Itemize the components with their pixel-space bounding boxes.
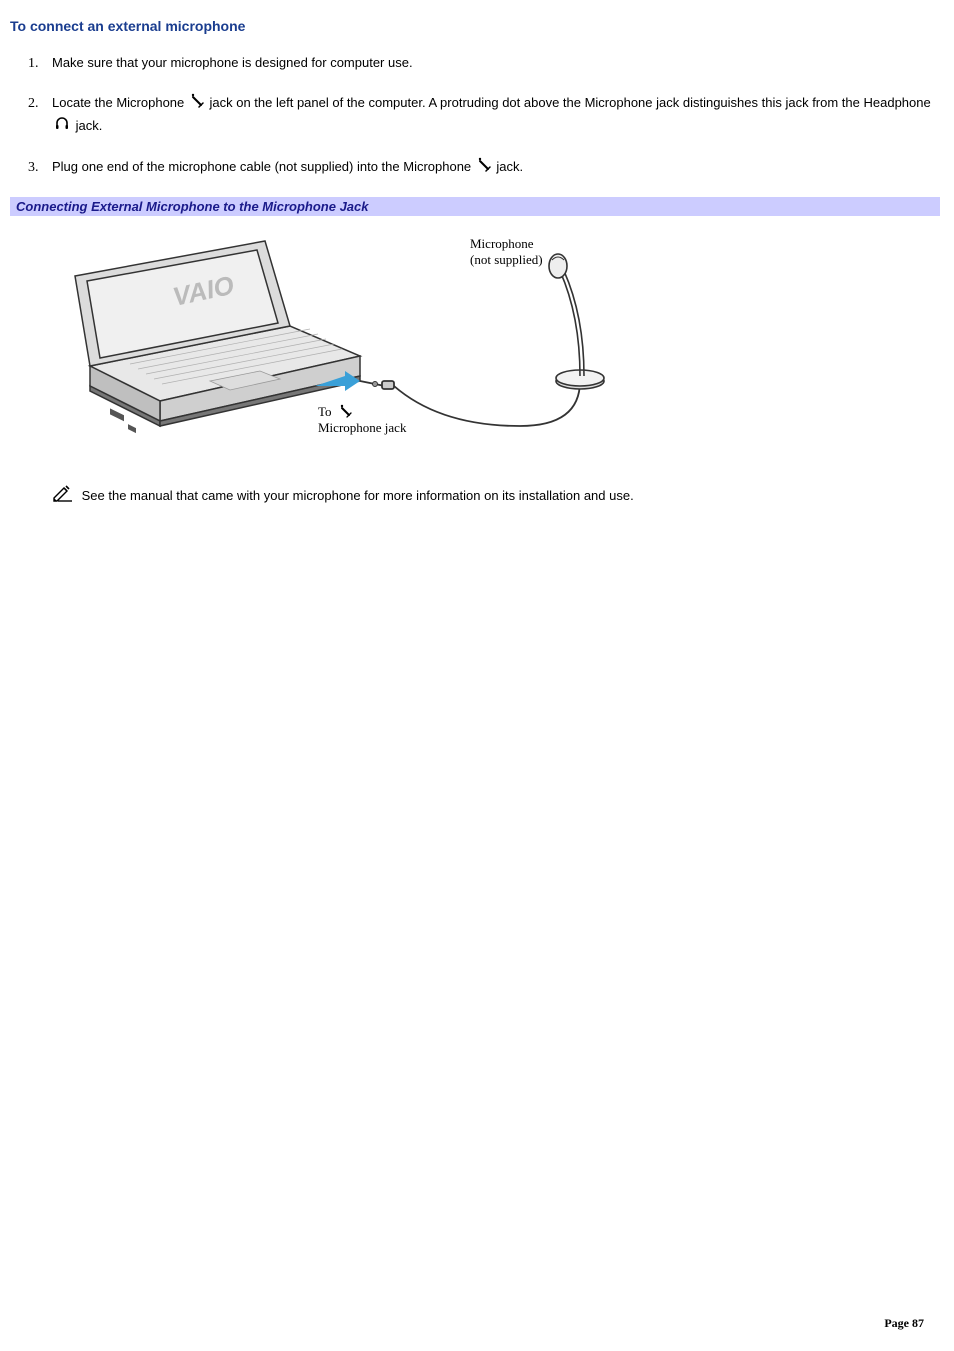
step-3-text: Plug one end of the microphone cable (no… xyxy=(52,159,523,174)
step-1-text: Make sure that your microphone is design… xyxy=(52,55,413,70)
step-1: Make sure that your microphone is design… xyxy=(42,52,944,74)
page-number: Page 87 xyxy=(884,1316,924,1331)
step-3-part-b: jack. xyxy=(496,159,523,174)
step-2-part-c: jack. xyxy=(76,118,103,133)
step-2-text: Locate the Microphone jack on the left p… xyxy=(52,95,931,133)
headphone-icon xyxy=(54,115,70,138)
pencil-icon xyxy=(52,484,74,509)
diagram-svg: VAIO Microphon xyxy=(60,226,620,446)
mic-icon xyxy=(477,156,491,179)
step-2: Locate the Microphone jack on the left p… xyxy=(42,92,944,138)
step-2-part-a: Locate the Microphone xyxy=(52,95,188,110)
mic-icon xyxy=(190,92,204,115)
jack-label-1: To xyxy=(318,404,332,419)
figure-caption: Connecting External Microphone to the Mi… xyxy=(10,197,940,216)
figure: VAIO Microphon xyxy=(10,216,944,446)
step-2-part-b: jack on the left panel of the computer. … xyxy=(210,95,931,110)
note: See the manual that came with your micro… xyxy=(52,484,944,509)
jack-label-2: Microphone jack xyxy=(318,420,407,435)
mic-label-1: Microphone xyxy=(470,236,534,251)
steps-list: Make sure that your microphone is design… xyxy=(42,52,944,179)
jack-label-mic-icon xyxy=(341,405,351,417)
step-3: Plug one end of the microphone cable (no… xyxy=(42,156,944,179)
note-text: See the manual that came with your micro… xyxy=(82,488,634,503)
step-3-part-a: Plug one end of the microphone cable (no… xyxy=(52,159,475,174)
section-heading: To connect an external microphone xyxy=(10,18,944,34)
mic-label-2: (not supplied) xyxy=(470,252,543,267)
